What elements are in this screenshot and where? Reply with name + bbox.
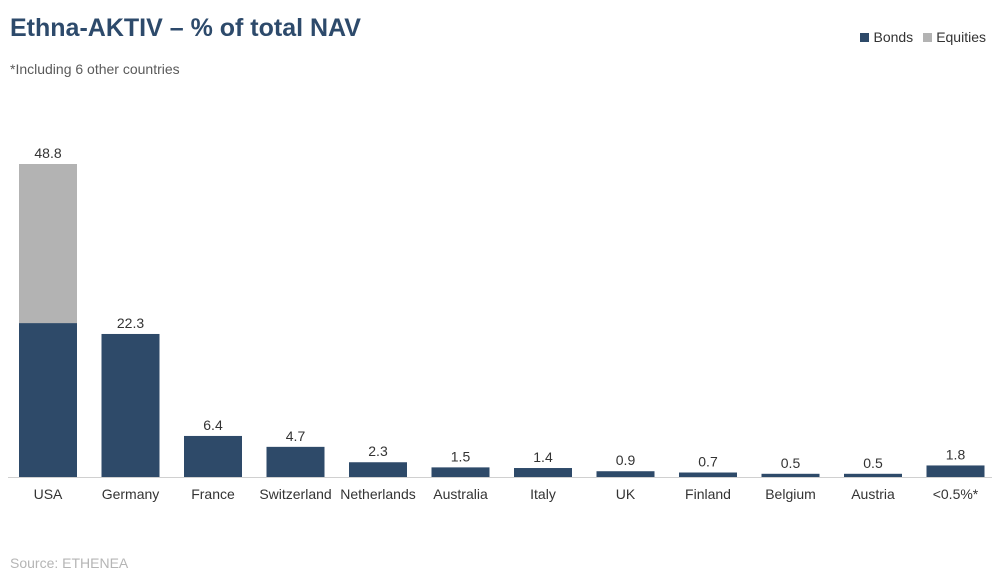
- chart-title: Ethna-AKTIV – % of total NAV: [10, 14, 361, 42]
- x-tick-germany: Germany: [102, 486, 160, 502]
- legend-label-equities: Equities: [936, 29, 986, 45]
- x-tick-switzerland: Switzerland: [259, 486, 331, 502]
- bar-bonds-germany: [101, 333, 160, 477]
- source-note: Source: ETHENEA: [10, 555, 129, 571]
- data-label-0-5: 1.8: [946, 446, 966, 462]
- bar-bonds-australia: [431, 467, 490, 477]
- x-tick-finland: Finland: [685, 486, 731, 502]
- bar-equities-usa: [19, 164, 77, 324]
- legend: Bonds Equities: [860, 29, 986, 45]
- bar-bonds-netherlands: [349, 462, 407, 477]
- bar-bonds-austria: [844, 473, 902, 477]
- x-tick-italy: Italy: [530, 486, 556, 502]
- bar-bonds-belgium: [761, 473, 820, 477]
- legend-label-bonds: Bonds: [873, 29, 914, 45]
- data-label-usa: 48.8: [34, 145, 61, 161]
- x-tick-belgium: Belgium: [765, 486, 816, 502]
- x-tick-netherlands: Netherlands: [340, 486, 416, 502]
- data-label-netherlands: 2.3: [368, 443, 388, 459]
- data-label-belgium: 0.5: [781, 455, 801, 471]
- x-tick-uk: UK: [616, 486, 636, 502]
- bar-bonds-uk: [596, 471, 655, 477]
- x-tick-usa: USA: [34, 486, 63, 502]
- data-label-austria: 0.5: [863, 455, 883, 471]
- legend-swatch-equities: [923, 32, 933, 42]
- data-label-france: 6.4: [203, 417, 223, 433]
- legend-item-bonds: Bonds: [860, 29, 913, 45]
- bar-bonds-finland: [679, 472, 737, 477]
- x-tick-france: France: [191, 486, 235, 502]
- data-label-uk: 0.9: [616, 452, 636, 468]
- legend-item-equities: Equities: [923, 29, 986, 45]
- bar-bonds-italy: [514, 468, 572, 477]
- data-label-australia: 1.5: [451, 448, 471, 464]
- data-label-italy: 1.4: [533, 449, 553, 465]
- data-label-switzerland: 4.7: [286, 428, 306, 444]
- legend-swatch-bonds: [860, 32, 870, 42]
- x-tick-austria: Austria: [851, 486, 895, 502]
- bar-bonds-usa: [19, 323, 77, 477]
- data-label-finland: 0.7: [698, 454, 718, 470]
- bar-bonds-switzerland: [266, 446, 325, 477]
- bar-bonds-france: [184, 435, 242, 477]
- chart-subtitle: *Including 6 other countries: [10, 61, 180, 77]
- x-tick-australia: Australia: [433, 486, 488, 502]
- bar-bonds-0-5: [926, 465, 985, 477]
- data-label-germany: 22.3: [117, 315, 144, 331]
- x-tick-0-5: <0.5%*: [933, 486, 979, 502]
